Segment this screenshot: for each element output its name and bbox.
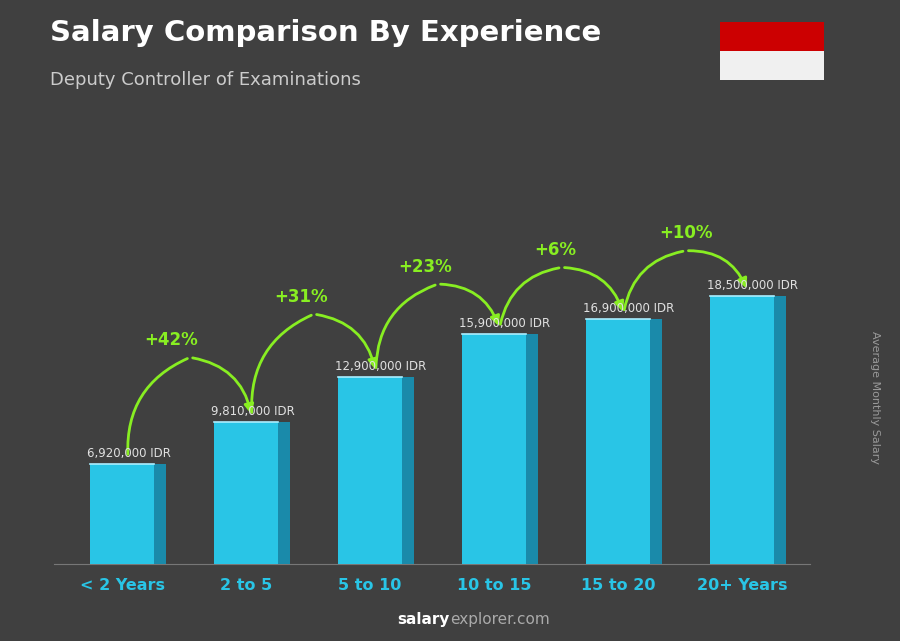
Bar: [720, 22, 824, 51]
Bar: [214, 422, 278, 564]
Text: 9,810,000 IDR: 9,810,000 IDR: [212, 405, 295, 418]
Text: 18,500,000 IDR: 18,500,000 IDR: [707, 279, 798, 292]
Polygon shape: [650, 319, 662, 564]
Text: +31%: +31%: [274, 288, 328, 306]
Text: +10%: +10%: [659, 224, 713, 242]
Text: Average Monthly Salary: Average Monthly Salary: [869, 331, 880, 464]
Polygon shape: [278, 422, 290, 564]
Text: +6%: +6%: [535, 241, 577, 259]
Polygon shape: [155, 464, 166, 564]
Text: Deputy Controller of Examinations: Deputy Controller of Examinations: [50, 71, 360, 88]
Bar: [338, 377, 402, 564]
Bar: [720, 51, 824, 80]
Bar: [90, 464, 155, 564]
Polygon shape: [526, 334, 538, 564]
Bar: [462, 334, 526, 564]
Text: 15,900,000 IDR: 15,900,000 IDR: [459, 317, 551, 329]
Text: 12,900,000 IDR: 12,900,000 IDR: [336, 360, 427, 373]
Bar: [709, 296, 774, 564]
Text: +42%: +42%: [145, 331, 198, 349]
Polygon shape: [774, 296, 786, 564]
Text: salary: salary: [398, 612, 450, 627]
Text: 16,900,000 IDR: 16,900,000 IDR: [583, 302, 674, 315]
Polygon shape: [402, 377, 414, 564]
Text: explorer.com: explorer.com: [450, 612, 550, 627]
Text: Salary Comparison By Experience: Salary Comparison By Experience: [50, 19, 601, 47]
Text: 6,920,000 IDR: 6,920,000 IDR: [87, 447, 171, 460]
Text: +23%: +23%: [399, 258, 453, 276]
Bar: [586, 319, 650, 564]
